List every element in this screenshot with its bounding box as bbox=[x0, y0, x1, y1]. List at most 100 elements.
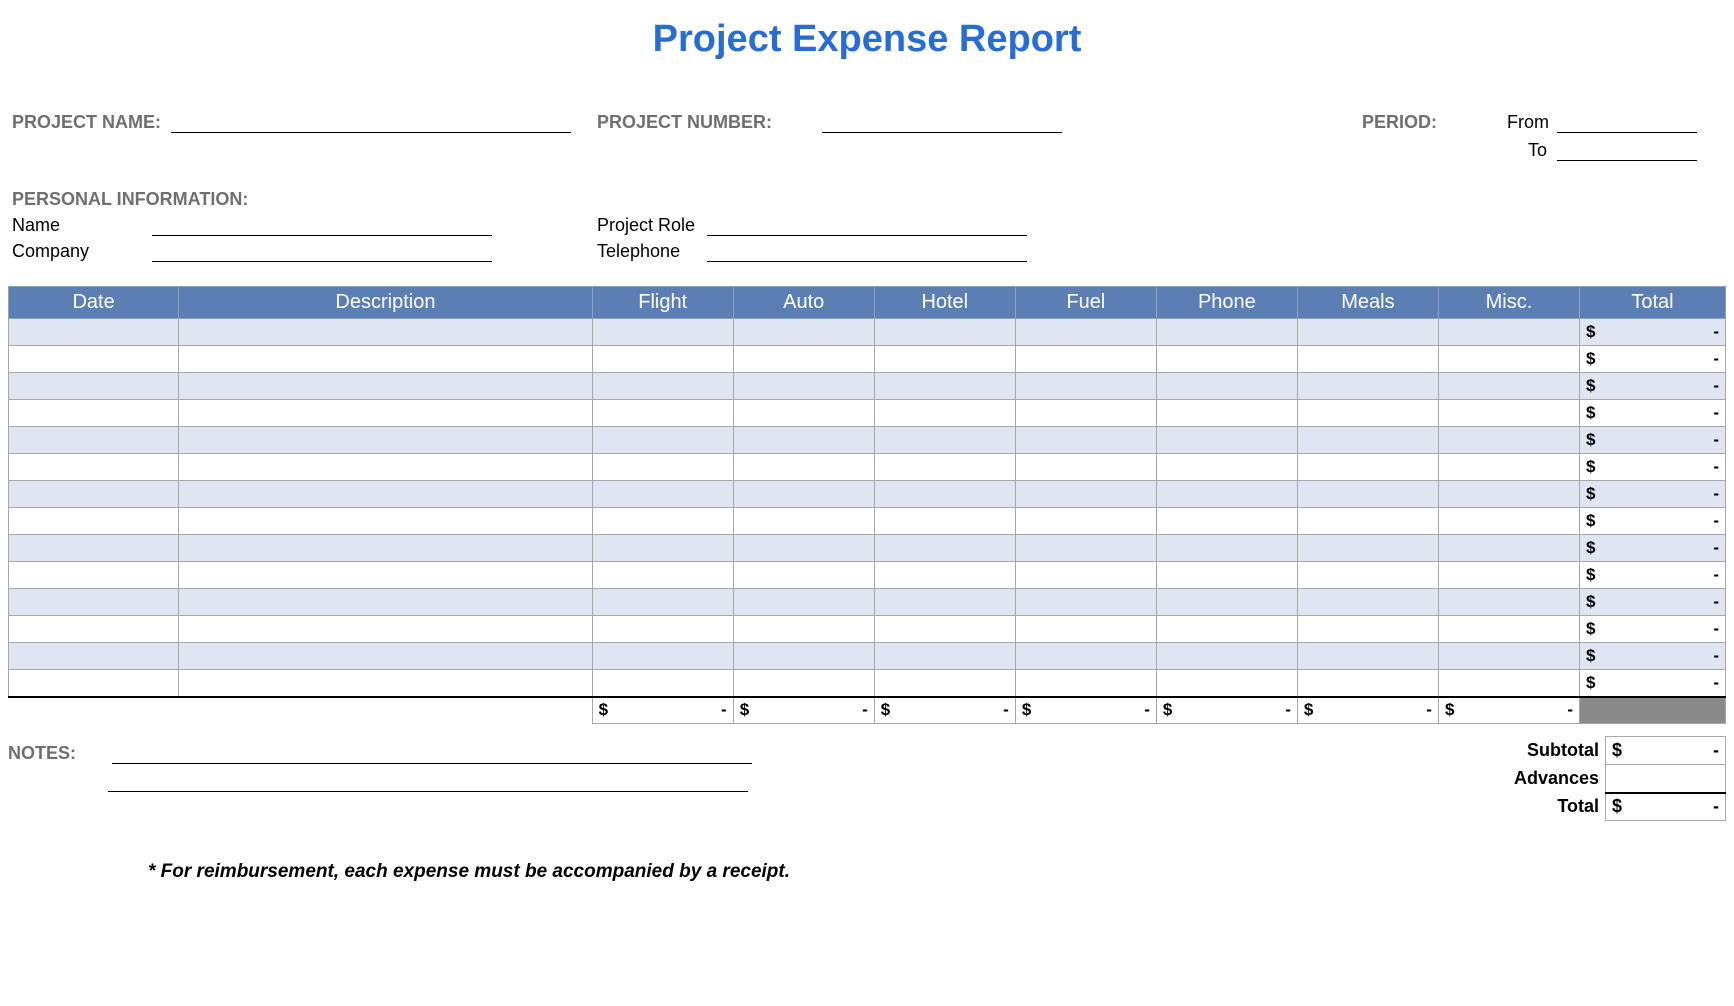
cell[interactable] bbox=[1156, 589, 1297, 616]
cell[interactable] bbox=[9, 670, 179, 697]
cell[interactable] bbox=[1297, 643, 1438, 670]
cell[interactable] bbox=[874, 643, 1015, 670]
cell[interactable] bbox=[1156, 454, 1297, 481]
cell[interactable] bbox=[1015, 535, 1156, 562]
cell[interactable] bbox=[9, 616, 179, 643]
cell[interactable] bbox=[592, 427, 733, 454]
cell[interactable] bbox=[874, 481, 1015, 508]
cell[interactable] bbox=[1438, 508, 1579, 535]
cell[interactable] bbox=[179, 427, 592, 454]
cell[interactable] bbox=[1156, 616, 1297, 643]
cell[interactable] bbox=[9, 562, 179, 589]
cell[interactable] bbox=[1438, 319, 1579, 346]
cell[interactable] bbox=[592, 643, 733, 670]
cell[interactable] bbox=[874, 562, 1015, 589]
cell[interactable] bbox=[179, 535, 592, 562]
cell[interactable] bbox=[9, 589, 179, 616]
cell[interactable] bbox=[1297, 481, 1438, 508]
cell[interactable] bbox=[1438, 427, 1579, 454]
cell[interactable] bbox=[1015, 427, 1156, 454]
cell[interactable] bbox=[1156, 400, 1297, 427]
cell[interactable] bbox=[874, 616, 1015, 643]
cell[interactable] bbox=[874, 400, 1015, 427]
cell[interactable] bbox=[1438, 454, 1579, 481]
cell[interactable] bbox=[179, 562, 592, 589]
cell[interactable] bbox=[592, 481, 733, 508]
cell[interactable] bbox=[9, 319, 179, 346]
cell[interactable] bbox=[1438, 670, 1579, 697]
cell[interactable] bbox=[592, 508, 733, 535]
cell[interactable] bbox=[733, 454, 874, 481]
cell[interactable] bbox=[1156, 508, 1297, 535]
cell[interactable] bbox=[179, 508, 592, 535]
cell[interactable] bbox=[1297, 670, 1438, 697]
telephone-field[interactable] bbox=[707, 240, 1027, 262]
cell[interactable] bbox=[1015, 400, 1156, 427]
cell[interactable] bbox=[874, 535, 1015, 562]
cell[interactable] bbox=[733, 616, 874, 643]
cell[interactable] bbox=[874, 589, 1015, 616]
cell[interactable] bbox=[1156, 427, 1297, 454]
cell[interactable] bbox=[592, 616, 733, 643]
cell[interactable] bbox=[733, 319, 874, 346]
cell[interactable] bbox=[592, 373, 733, 400]
cell[interactable] bbox=[733, 535, 874, 562]
cell[interactable] bbox=[592, 535, 733, 562]
company-field[interactable] bbox=[152, 240, 492, 262]
project-number-field[interactable] bbox=[822, 111, 1062, 133]
cell[interactable] bbox=[179, 373, 592, 400]
cell[interactable] bbox=[1156, 481, 1297, 508]
cell[interactable] bbox=[179, 481, 592, 508]
cell[interactable] bbox=[874, 454, 1015, 481]
cell[interactable] bbox=[874, 508, 1015, 535]
period-to-field[interactable] bbox=[1557, 139, 1697, 161]
cell[interactable] bbox=[9, 481, 179, 508]
cell[interactable] bbox=[1438, 643, 1579, 670]
cell[interactable] bbox=[9, 508, 179, 535]
cell[interactable] bbox=[1297, 562, 1438, 589]
cell[interactable] bbox=[1297, 616, 1438, 643]
cell[interactable] bbox=[733, 670, 874, 697]
cell[interactable] bbox=[874, 427, 1015, 454]
cell[interactable] bbox=[1156, 535, 1297, 562]
cell[interactable] bbox=[874, 319, 1015, 346]
cell[interactable] bbox=[733, 589, 874, 616]
cell[interactable] bbox=[1297, 400, 1438, 427]
cell[interactable] bbox=[179, 589, 592, 616]
cell[interactable] bbox=[1156, 346, 1297, 373]
cell[interactable] bbox=[1297, 346, 1438, 373]
cell[interactable] bbox=[592, 562, 733, 589]
cell[interactable] bbox=[874, 670, 1015, 697]
cell[interactable] bbox=[733, 562, 874, 589]
name-field[interactable] bbox=[152, 214, 492, 236]
cell[interactable] bbox=[1015, 319, 1156, 346]
cell[interactable] bbox=[9, 643, 179, 670]
cell[interactable] bbox=[1156, 670, 1297, 697]
project-name-field[interactable] bbox=[171, 111, 571, 133]
cell[interactable] bbox=[592, 454, 733, 481]
cell[interactable] bbox=[1156, 373, 1297, 400]
cell[interactable] bbox=[179, 346, 592, 373]
cell[interactable] bbox=[179, 400, 592, 427]
cell[interactable] bbox=[1015, 508, 1156, 535]
cell[interactable] bbox=[179, 616, 592, 643]
cell[interactable] bbox=[1015, 346, 1156, 373]
cell[interactable] bbox=[733, 400, 874, 427]
cell[interactable] bbox=[1297, 427, 1438, 454]
cell[interactable] bbox=[1438, 373, 1579, 400]
cell[interactable] bbox=[733, 508, 874, 535]
cell[interactable] bbox=[1438, 616, 1579, 643]
cell[interactable] bbox=[9, 373, 179, 400]
cell[interactable] bbox=[1438, 535, 1579, 562]
cell[interactable] bbox=[1015, 481, 1156, 508]
cell[interactable] bbox=[1015, 562, 1156, 589]
cell[interactable] bbox=[1438, 589, 1579, 616]
cell[interactable] bbox=[1297, 508, 1438, 535]
cell[interactable] bbox=[592, 670, 733, 697]
cell[interactable] bbox=[9, 346, 179, 373]
cell[interactable] bbox=[1156, 562, 1297, 589]
cell[interactable] bbox=[9, 400, 179, 427]
cell[interactable] bbox=[1015, 616, 1156, 643]
cell[interactable] bbox=[179, 454, 592, 481]
cell[interactable] bbox=[1015, 589, 1156, 616]
